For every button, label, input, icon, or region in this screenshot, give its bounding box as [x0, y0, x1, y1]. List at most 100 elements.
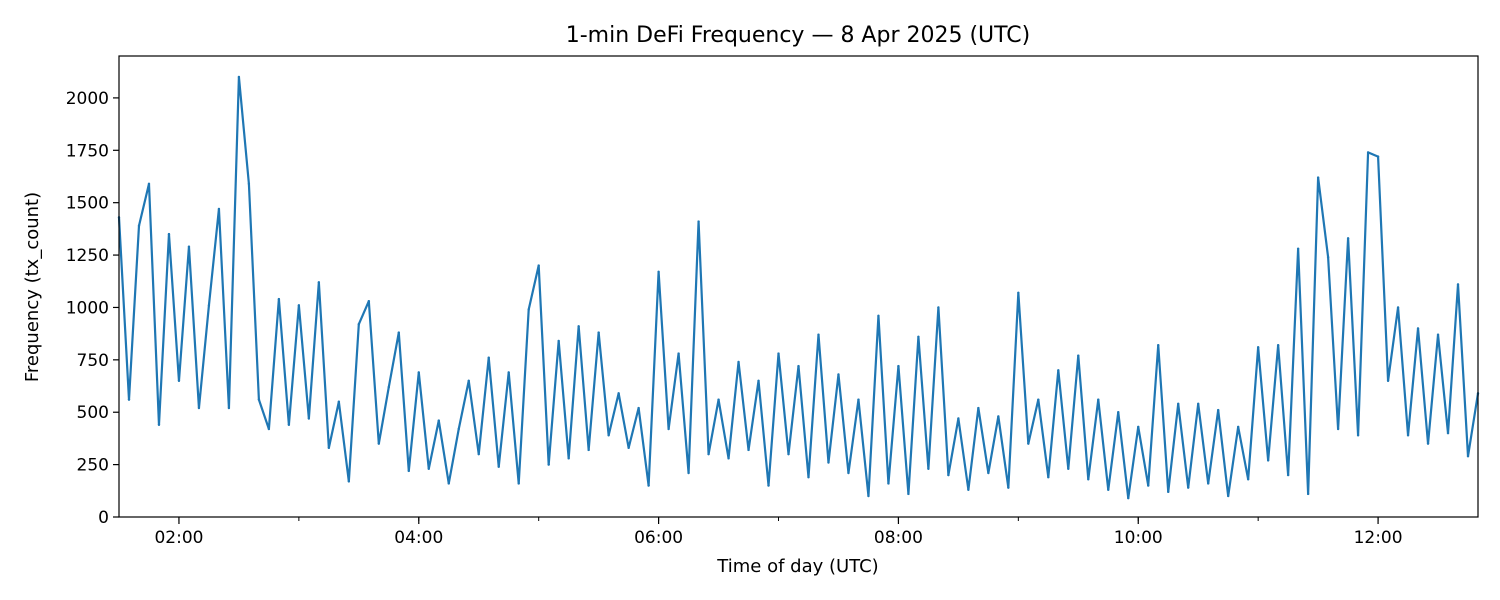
data-point	[777, 352, 780, 355]
data-point	[1057, 369, 1060, 372]
data-point	[1207, 482, 1210, 485]
data-point	[1107, 488, 1110, 491]
data-point	[1047, 475, 1050, 479]
data-point	[857, 398, 860, 401]
y-tick-label: 0	[98, 508, 109, 528]
data-point	[677, 352, 680, 355]
data-point	[1416, 327, 1420, 330]
data-point	[1286, 473, 1290, 477]
y-tick-label: 1000	[66, 298, 109, 318]
data-point	[467, 379, 470, 382]
data-point	[567, 457, 570, 460]
data-point	[177, 379, 181, 382]
data-point	[407, 469, 410, 473]
data-point	[437, 419, 440, 422]
data-point	[447, 482, 450, 485]
data-point	[927, 467, 930, 470]
data-point	[127, 398, 131, 401]
data-point	[657, 270, 660, 274]
data-point	[557, 339, 560, 343]
data-point	[1127, 496, 1130, 500]
data-point	[1336, 427, 1340, 431]
x-tick-label: 04:00	[394, 528, 443, 548]
x-tick-label: 02:00	[154, 528, 203, 548]
data-point	[187, 245, 191, 248]
data-point	[1436, 333, 1440, 336]
data-point	[1266, 459, 1270, 462]
data-point	[247, 182, 251, 186]
data-point	[487, 356, 490, 359]
chart-title: 1-min DeFi Frequency — 8 Apr 2025 (UTC)	[566, 23, 1031, 48]
data-point	[1187, 486, 1190, 489]
data-point	[317, 281, 321, 284]
data-point	[687, 471, 690, 475]
data-point	[817, 333, 820, 336]
data-point	[287, 423, 291, 426]
data-point	[517, 482, 520, 485]
x-tick-label: 06:00	[634, 528, 683, 548]
data-point	[257, 398, 261, 401]
data-point	[387, 385, 390, 389]
data-point	[1276, 343, 1280, 347]
data-point	[737, 360, 740, 364]
data-point	[907, 492, 910, 496]
data-point	[627, 446, 630, 450]
data-point	[1406, 434, 1410, 437]
data-point	[1426, 442, 1430, 445]
data-point	[1157, 343, 1160, 347]
data-point	[717, 398, 720, 401]
data-point	[197, 406, 201, 410]
data-point	[1256, 346, 1260, 349]
data-point	[707, 452, 710, 456]
data-point	[607, 434, 610, 437]
data-point	[757, 379, 760, 382]
data-point	[727, 457, 730, 460]
data-point	[217, 207, 221, 211]
data-point	[237, 75, 241, 79]
data-point	[1007, 486, 1010, 489]
data-point	[617, 392, 620, 395]
data-point	[297, 304, 301, 307]
data-point	[1027, 442, 1030, 445]
data-point	[597, 331, 600, 334]
data-point	[867, 494, 870, 498]
data-point	[1346, 237, 1350, 240]
data-point	[157, 423, 161, 426]
data-point	[1246, 478, 1250, 481]
data-point	[397, 331, 400, 334]
data-point	[587, 448, 590, 452]
data-point	[1137, 425, 1140, 429]
data-point	[577, 325, 580, 328]
data-point	[137, 224, 141, 227]
data-point	[477, 452, 480, 456]
y-tick-label: 500	[77, 403, 109, 423]
y-tick-label: 1750	[66, 141, 109, 161]
data-point	[1117, 411, 1120, 414]
data-point	[1296, 247, 1300, 250]
data-point	[457, 427, 460, 431]
data-point	[967, 488, 970, 491]
y-tick-label: 750	[77, 351, 109, 371]
data-point	[1306, 492, 1310, 496]
data-point	[537, 264, 540, 267]
data-point	[427, 467, 430, 470]
data-point	[1446, 431, 1450, 435]
data-point	[277, 297, 281, 301]
data-point	[787, 452, 790, 456]
data-point	[697, 220, 700, 223]
data-point	[807, 475, 810, 479]
data-point	[507, 371, 510, 374]
x-tick-label: 08:00	[874, 528, 923, 548]
data-point	[847, 471, 850, 475]
y-tick-label: 2000	[66, 89, 109, 109]
data-point	[417, 371, 420, 374]
data-point	[1167, 490, 1170, 494]
data-point	[1376, 155, 1380, 158]
data-point	[667, 427, 670, 431]
data-point	[1147, 484, 1150, 487]
data-point	[1087, 478, 1090, 481]
data-point	[747, 448, 750, 452]
